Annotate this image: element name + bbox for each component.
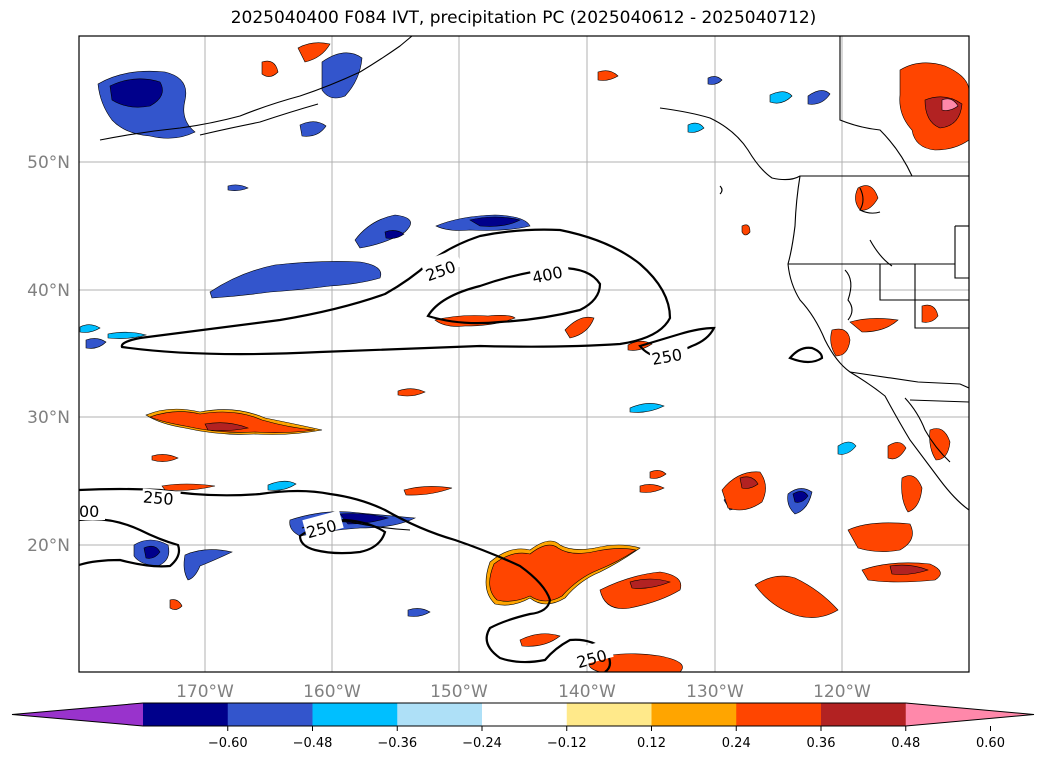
latitude-label: 30°N — [27, 408, 70, 428]
colorbar-segment — [821, 703, 907, 726]
colorbar-tick-label: −0.12 — [547, 736, 587, 751]
contour-label: 00 — [79, 502, 99, 521]
colorbar-extend-low — [12, 703, 143, 726]
longitude-label: 160°W — [303, 682, 361, 702]
colorbar-tick-label: 0.36 — [807, 736, 836, 751]
map-title: 2025040400 F084 IVT, precipitation PC (2… — [230, 8, 817, 28]
latitude-label: 50°N — [27, 153, 70, 173]
coastlines — [99, 36, 969, 531]
colorbar-segment — [143, 703, 229, 726]
colorbar-extend-high — [905, 703, 1034, 726]
plot-frame — [78, 35, 970, 673]
longitude-label: 120°W — [813, 682, 871, 702]
colorbar-tick-label: 0.24 — [722, 736, 751, 751]
colorbar-tick-label: −0.60 — [208, 736, 248, 751]
colorbar-tick-label: −0.48 — [293, 736, 333, 751]
longitude-label: 130°W — [686, 682, 744, 702]
colorbar-outline — [11, 702, 1035, 727]
contour-label: 250 — [142, 487, 174, 509]
colorbar-segment — [312, 703, 398, 726]
longitude-label: 170°W — [176, 682, 234, 702]
colorbar-segment — [736, 703, 822, 726]
colorbar-tick-label: −0.24 — [462, 736, 502, 751]
colorbar-segment — [566, 703, 652, 726]
colorbar: −0.60 −0.48 −0.36 −0.24 −0.12 0.12 0.24 0.36 0.4… — [11, 702, 1035, 751]
colorbar-segment — [482, 703, 568, 726]
positive-pc-regions — [145, 42, 969, 672]
latitude-axis: 50°N 40°N 30°N 20°N — [27, 153, 70, 556]
colorbar-tick-label: 0.60 — [976, 736, 1005, 751]
negative-pc-regions — [79, 52, 857, 617]
longitude-label: 140°W — [558, 682, 616, 702]
longitude-label: 150°W — [430, 682, 488, 702]
longitude-axis: 170°W 160°W 150°W 140°W 130°W 120°W — [176, 682, 871, 702]
colorbar-tick-label: 0.12 — [637, 736, 666, 751]
latitude-label: 40°N — [27, 281, 70, 301]
colorbar-tick-label: −0.36 — [377, 736, 417, 751]
colorbar-segment — [397, 703, 483, 726]
colorbar-segment — [651, 703, 737, 726]
colorbar-segment — [227, 703, 313, 726]
latitude-label: 20°N — [27, 536, 70, 556]
colorbar-tick-label: 0.48 — [891, 736, 920, 751]
